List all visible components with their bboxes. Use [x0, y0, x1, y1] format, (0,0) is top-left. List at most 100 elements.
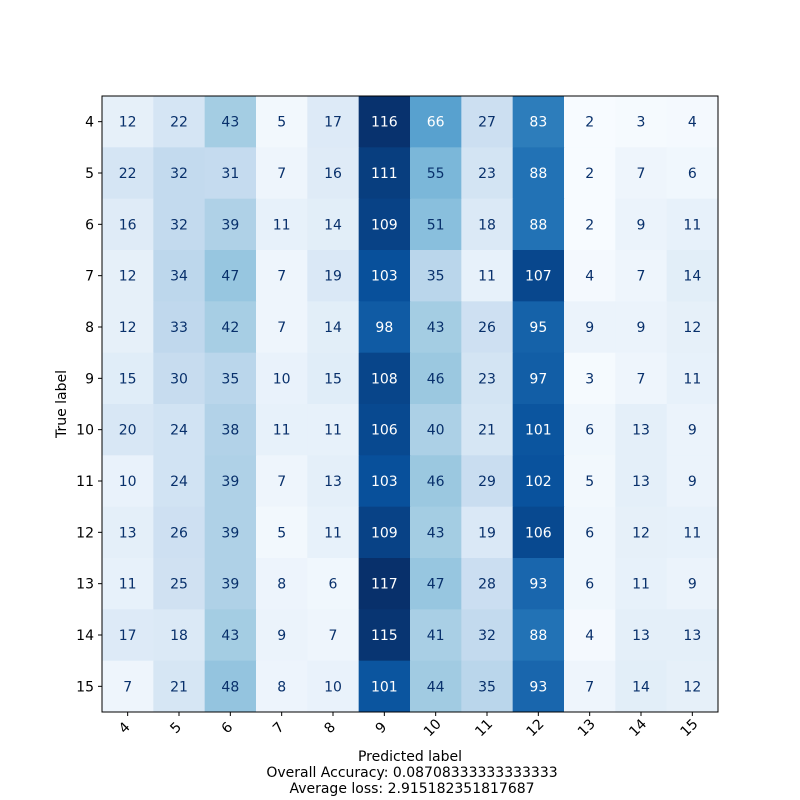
heatmap-cell: [666, 558, 719, 610]
cell-value-label: 12: [683, 320, 701, 336]
heatmap-cell: [615, 96, 668, 148]
heatmap-cell: [307, 558, 360, 610]
cell-value-label: 8: [277, 679, 286, 695]
cell-value-label: 24: [170, 423, 188, 439]
heatmap-cell: [512, 558, 565, 610]
heatmap-cell: [512, 198, 565, 251]
y-tick-label: 4: [85, 115, 94, 131]
cell-value-label: 30: [170, 371, 188, 387]
heatmap-cells: [102, 96, 719, 713]
heatmap-cell: [666, 352, 719, 405]
heatmap-cell: [307, 609, 360, 662]
heatmap-cell: [666, 147, 719, 200]
heatmap-cell: [666, 455, 719, 508]
heatmap-cell: [564, 558, 616, 610]
cell-value-label: 9: [637, 217, 646, 233]
heatmap-cell: [204, 352, 257, 405]
cell-value-label: 109: [371, 217, 398, 233]
cell-value-label: 12: [632, 525, 650, 541]
heatmap-cell: [204, 660, 257, 713]
cell-value-label: 10: [119, 474, 137, 490]
heatmap-cell: [102, 352, 154, 405]
heatmap-cell: [256, 609, 308, 662]
heatmap-cell: [410, 558, 462, 610]
heatmap-cell: [204, 198, 257, 251]
heatmap-cell: [564, 147, 616, 200]
heatmap-cell: [358, 96, 411, 148]
heatmap-cell: [204, 455, 257, 508]
cell-value-label: 97: [529, 371, 547, 387]
cell-value-label: 2: [585, 217, 594, 233]
cell-value-label: 34: [170, 269, 188, 285]
heatmap-cell: [153, 609, 206, 662]
cell-value-label: 111: [371, 166, 398, 182]
cell-value-label: 11: [324, 525, 342, 541]
heatmap-cell: [410, 147, 462, 200]
heatmap-cell: [358, 455, 411, 508]
cell-value-label: 23: [478, 166, 496, 182]
heatmap-cell: [102, 147, 154, 200]
cell-value-label: 5: [277, 115, 286, 131]
x-tick-label: 10: [421, 716, 445, 740]
cell-value-label: 39: [221, 474, 239, 490]
cell-value-label: 11: [683, 371, 701, 387]
heatmap-cell: [461, 660, 514, 713]
x-axis-ticks: 4 5 6 7 8 9 10 11 12 13 14 15: [116, 712, 701, 740]
cell-value-label: 19: [478, 525, 496, 541]
cell-value-label: 32: [170, 166, 188, 182]
cell-value-label: 11: [683, 525, 701, 541]
heatmap-cell: [615, 198, 668, 251]
cell-value-label: 83: [529, 115, 547, 131]
cell-value-label: 11: [632, 577, 650, 593]
cell-value-label: 20: [119, 423, 137, 439]
cell-value-label: 21: [170, 679, 188, 695]
cell-value-label: 11: [478, 269, 496, 285]
heatmap-cell: [102, 301, 154, 354]
heatmap-cell: [307, 147, 360, 200]
heatmap-cell: [512, 147, 565, 200]
heatmap-cell: [102, 404, 154, 456]
cell-value-label: 12: [683, 679, 701, 695]
heatmap-cell: [256, 558, 308, 610]
cell-value-label: 14: [683, 269, 701, 285]
cell-value-label: 32: [478, 628, 496, 644]
cell-value-label: 18: [170, 628, 188, 644]
heatmap-cell: [102, 660, 154, 713]
heatmap-cell: [307, 96, 360, 148]
heatmap-cell: [564, 455, 616, 508]
heatmap-cell: [512, 455, 565, 508]
heatmap-cell: [307, 660, 360, 713]
heatmap-cell: [256, 660, 308, 713]
heatmap-cell: [410, 96, 462, 148]
heatmap-cell: [461, 250, 514, 302]
y-tick-label: 5: [85, 166, 94, 182]
cell-value-labels: 12 22 43 5 17 116 66 27 83 2 3 422 32 31 7 16 111 55 23 88 2…: [119, 115, 702, 696]
cell-value-label: 93: [529, 679, 547, 695]
cell-value-label: 27: [478, 115, 496, 131]
y-tick-label: 10: [76, 423, 94, 439]
cell-value-label: 7: [637, 371, 646, 387]
heatmap-cell: [307, 198, 360, 251]
heatmap-cell: [666, 96, 719, 148]
heatmap-cell: [615, 609, 668, 662]
cell-value-label: 8: [277, 577, 286, 593]
cell-value-label: 107: [525, 269, 552, 285]
heatmap-cell: [204, 96, 257, 148]
y-axis-label: True label: [54, 370, 70, 439]
cell-value-label: 25: [170, 577, 188, 593]
heatmap-cell: [256, 198, 308, 251]
cell-value-label: 101: [371, 679, 398, 695]
cell-value-label: 15: [324, 371, 342, 387]
heatmap-cell: [153, 506, 206, 559]
y-tick-label: 11: [76, 474, 94, 490]
cell-value-label: 4: [688, 115, 697, 131]
y-tick-label: 8: [85, 320, 94, 336]
cell-value-label: 103: [371, 474, 398, 490]
y-tick-label: 12: [76, 525, 94, 541]
heatmap-cell: [666, 660, 719, 713]
heatmap-cell: [615, 404, 668, 456]
cell-value-label: 5: [277, 525, 286, 541]
heatmap-cell: [461, 147, 514, 200]
heatmap-cell: [512, 250, 565, 302]
